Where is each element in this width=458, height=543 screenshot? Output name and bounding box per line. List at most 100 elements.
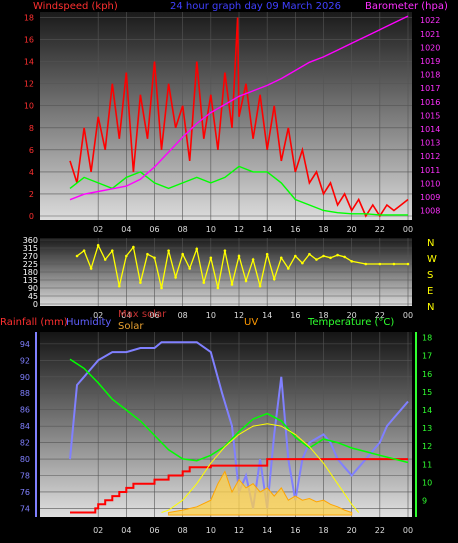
- y-tick-label: 135: [23, 276, 38, 285]
- direction-point: [174, 276, 177, 279]
- direction-point: [244, 279, 248, 283]
- y-right-tick-label: 1021: [420, 30, 440, 39]
- compass-w: W: [427, 254, 437, 265]
- y-left-tick-label: 76: [20, 488, 30, 497]
- y-tick-label: 315: [23, 244, 38, 253]
- uv-label: UV: [244, 317, 258, 328]
- direction-point: [216, 286, 220, 290]
- direction-point: [110, 249, 114, 252]
- x-tick-label: 16: [290, 225, 300, 234]
- series-area-solar: [168, 470, 353, 516]
- y-left-tick-label: 74: [20, 504, 30, 513]
- direction-point: [139, 281, 142, 284]
- x-tick-label: 16: [290, 526, 300, 535]
- direction-point: [286, 267, 290, 270]
- y-left-tick-label: 16: [24, 36, 34, 45]
- x-tick-label: 12: [234, 526, 244, 535]
- y-right-tick-label: 1009: [420, 193, 440, 202]
- direction-point: [301, 261, 304, 265]
- direction-point: [315, 258, 318, 261]
- y-right-tick-label: 10: [422, 478, 432, 487]
- x-tick-label: 00: [403, 311, 413, 320]
- direction-point: [153, 256, 156, 260]
- direction-point: [265, 252, 269, 256]
- y-tick-label: 45: [28, 292, 38, 301]
- y-right-tick-label: 16: [422, 370, 432, 379]
- direction-point: [103, 258, 107, 261]
- y-left-tick-label: 86: [20, 406, 30, 415]
- y-right-tick-label: 1019: [420, 57, 440, 66]
- x-tick-label: 22: [375, 225, 385, 234]
- y-left-tick-label: 14: [24, 58, 34, 67]
- x-tick-label: 16: [290, 311, 300, 320]
- direction-point: [181, 252, 184, 256]
- y-right-tick-label: 1022: [420, 16, 440, 25]
- x-tick-label: 08: [178, 225, 188, 234]
- x-tick-label: 04: [121, 225, 131, 234]
- compass-s: S: [427, 270, 433, 281]
- axes: 02 04 06 08 10 12 14 16 18 20 22 000246810121416181…: [20, 14, 441, 535]
- y-left-tick-label: 90: [20, 373, 30, 382]
- direction-point: [308, 252, 311, 256]
- direction-point: [117, 284, 121, 288]
- y-right-tick-label: 14: [422, 406, 432, 415]
- x-tick-label: 18: [318, 526, 328, 535]
- top-panel-bg: [40, 12, 412, 220]
- y-right-tick-label: 13: [422, 424, 432, 433]
- x-tick-label: 12: [234, 311, 244, 320]
- y-left-tick-label: 94: [20, 340, 30, 349]
- x-tick-label: 12: [234, 225, 244, 234]
- direction-point: [167, 249, 170, 252]
- direction-point: [336, 253, 339, 257]
- direction-point: [392, 262, 396, 266]
- y-left-tick-label: 4: [29, 168, 34, 177]
- y-tick-label: 0: [33, 300, 38, 309]
- y-right-tick-label: 11: [422, 460, 432, 469]
- direction-point: [272, 277, 276, 281]
- x-tick-label: 04: [121, 526, 131, 535]
- x-tick-label: 14: [262, 526, 272, 535]
- direction-point: [223, 249, 227, 252]
- y-left-tick-label: 82: [20, 439, 30, 448]
- x-tick-label: 06: [149, 311, 159, 320]
- y-tick-label: 270: [23, 252, 38, 261]
- x-tick-label: 00: [403, 225, 413, 234]
- direction-point: [188, 267, 192, 270]
- direction-point: [237, 254, 241, 258]
- series-line-barometer: [69, 15, 409, 201]
- y-left-tick-label: 18: [24, 14, 34, 23]
- y-left-tick-label: 2: [29, 190, 34, 199]
- y-left-tick-label: 8: [29, 124, 34, 133]
- direction-point: [82, 249, 86, 252]
- x-tick-label: 14: [262, 225, 272, 234]
- direction-point: [294, 254, 297, 258]
- direction-point: [406, 262, 410, 266]
- y-right-tick-label: 17: [422, 352, 432, 361]
- y-right-tick-label: 1018: [420, 71, 440, 80]
- y-tick-label: 180: [23, 268, 38, 277]
- direction-point: [343, 255, 346, 259]
- x-tick-label: 14: [262, 311, 272, 320]
- direction-point: [378, 262, 382, 266]
- y-right-tick-label: 1010: [420, 179, 440, 188]
- x-tick-label: 02: [93, 225, 103, 234]
- maxsolar-label: Max solar: [118, 309, 167, 320]
- direction-point: [202, 281, 206, 284]
- x-tick-label: 22: [375, 311, 385, 320]
- x-tick-label: 06: [149, 526, 159, 535]
- direction-point: [209, 256, 213, 260]
- x-tick-label: 06: [149, 225, 159, 234]
- direction-point: [251, 258, 255, 261]
- y-right-tick-label: 15: [422, 388, 432, 397]
- series-line-temperature: [69, 358, 409, 464]
- x-tick-label: 10: [206, 311, 216, 320]
- x-tick-label: 20: [347, 225, 357, 234]
- direction-point: [146, 252, 149, 256]
- compass-n-bottom: N: [427, 302, 434, 313]
- y-right-tick-label: 1014: [420, 125, 440, 134]
- direction-point: [125, 254, 128, 258]
- y-left-tick-label: 92: [20, 356, 30, 365]
- x-tick-label: 00: [403, 526, 413, 535]
- y-right-tick-label: 1013: [420, 139, 440, 148]
